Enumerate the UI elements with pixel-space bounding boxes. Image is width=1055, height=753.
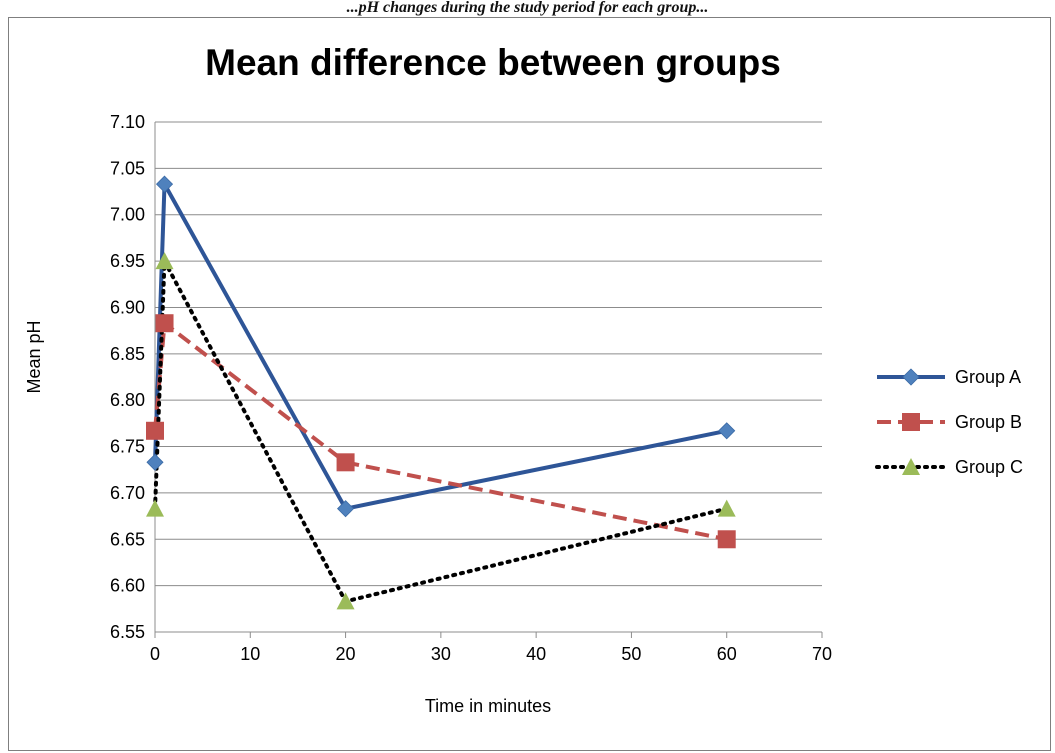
- data-point-series-2: [336, 453, 355, 472]
- x-tick-label: 60: [717, 644, 737, 664]
- series-line-2: [153, 321, 728, 542]
- legend-label: Group A: [955, 367, 1021, 387]
- chart-title: Mean difference between groups: [205, 42, 781, 83]
- axes: 6.55 6.60 6.65 6.70 6.75 6.80 6.85 6.90 6.95 7.00…: [110, 112, 832, 664]
- y-tick-label: 6.55: [110, 622, 145, 642]
- y-tick-label: 6.65: [110, 529, 145, 549]
- series-line-1: [153, 182, 728, 511]
- y-tick-label: 7.05: [110, 158, 145, 178]
- series-line-3: [153, 259, 729, 604]
- legend-marker-3: [902, 458, 920, 475]
- legend-marker-1: [902, 368, 920, 386]
- legend: Group A Group B Group C: [875, 367, 1023, 477]
- y-tick-label: 6.85: [110, 344, 145, 364]
- x-tick-label: 70: [812, 644, 832, 664]
- y-tick-label: 7.00: [110, 205, 145, 225]
- y-tick-label: 6.80: [110, 390, 145, 410]
- data-point-series-2: [717, 530, 736, 549]
- data-point-series-2: [146, 421, 164, 440]
- legend-label: Group C: [955, 457, 1023, 477]
- y-tick-label: 6.70: [110, 483, 145, 503]
- data-point-series-1: [337, 500, 355, 518]
- data-point-series-3: [336, 592, 355, 610]
- x-tick-label: 30: [431, 644, 451, 664]
- y-tick-label: 6.75: [110, 437, 145, 457]
- data-point-series-1: [155, 175, 174, 193]
- chart-frame: [8, 17, 1051, 751]
- data-point-series-1: [718, 422, 736, 440]
- x-tick-label: 50: [621, 644, 641, 664]
- y-tick-label: 6.90: [110, 297, 145, 317]
- x-tick-label: 0: [150, 644, 160, 664]
- x-tick-label: 10: [240, 644, 260, 664]
- x-tick-label: 20: [336, 644, 356, 664]
- data-point-series-1: [146, 453, 164, 471]
- data-point-series-3: [146, 499, 164, 517]
- series-group: [146, 175, 736, 610]
- legend-marker-2: [902, 413, 920, 431]
- y-tick-label: 7.10: [110, 112, 145, 132]
- data-point-series-3: [155, 252, 174, 270]
- x-axis-label: Time in minutes: [425, 696, 551, 716]
- figure-caption: ...pH changes during the study period fo…: [346, 0, 709, 16]
- data-point-series-2: [155, 314, 174, 333]
- y-tick-label: 6.60: [110, 576, 145, 596]
- gridlines: [155, 121, 822, 633]
- data-point-series-3: [717, 499, 736, 517]
- legend-label: Group B: [955, 412, 1022, 432]
- x-tick-label: 40: [526, 644, 546, 664]
- y-axis-label: Mean pH: [24, 320, 44, 393]
- y-tick-label: 6.95: [110, 251, 145, 271]
